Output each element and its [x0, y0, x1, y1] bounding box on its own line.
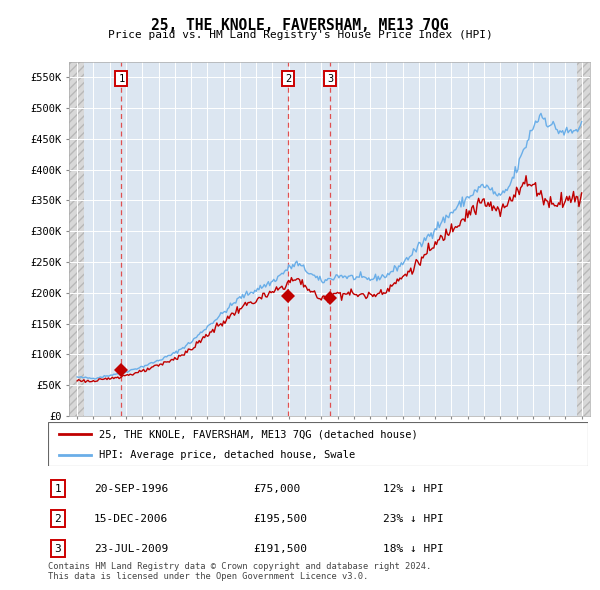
Text: Price paid vs. HM Land Registry's House Price Index (HPI): Price paid vs. HM Land Registry's House …: [107, 30, 493, 40]
Bar: [577, 62, 590, 416]
Text: 12% ↓ HPI: 12% ↓ HPI: [383, 484, 443, 493]
Text: £75,000: £75,000: [253, 484, 301, 493]
Text: 15-DEC-2006: 15-DEC-2006: [94, 514, 168, 523]
Text: 20-SEP-1996: 20-SEP-1996: [94, 484, 168, 493]
Text: 3: 3: [327, 74, 334, 84]
Text: 25, THE KNOLE, FAVERSHAM, ME13 7QG (detached house): 25, THE KNOLE, FAVERSHAM, ME13 7QG (deta…: [100, 430, 418, 439]
Text: 23-JUL-2009: 23-JUL-2009: [94, 544, 168, 553]
Bar: [69, 62, 83, 416]
Text: 23% ↓ HPI: 23% ↓ HPI: [383, 514, 443, 523]
Text: £191,500: £191,500: [253, 544, 307, 553]
Text: Contains HM Land Registry data © Crown copyright and database right 2024.
This d: Contains HM Land Registry data © Crown c…: [48, 562, 431, 581]
Text: 2: 2: [55, 514, 61, 523]
Text: HPI: Average price, detached house, Swale: HPI: Average price, detached house, Swal…: [100, 450, 356, 460]
Text: 1: 1: [55, 484, 61, 493]
Text: 25, THE KNOLE, FAVERSHAM, ME13 7QG: 25, THE KNOLE, FAVERSHAM, ME13 7QG: [151, 18, 449, 32]
Text: 1: 1: [118, 74, 125, 84]
Text: 2: 2: [285, 74, 291, 84]
FancyBboxPatch shape: [48, 422, 588, 466]
Text: £195,500: £195,500: [253, 514, 307, 523]
Text: 18% ↓ HPI: 18% ↓ HPI: [383, 544, 443, 553]
Text: 3: 3: [55, 544, 61, 553]
